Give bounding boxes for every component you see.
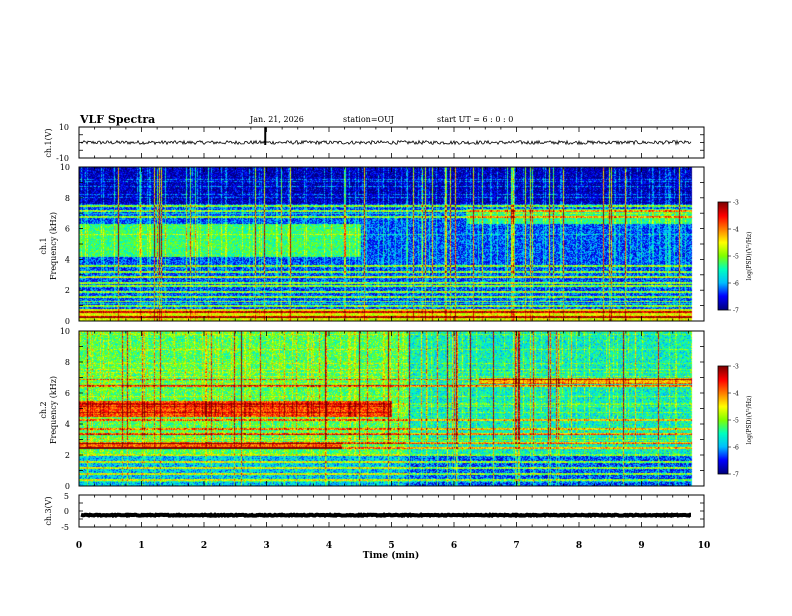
ch3-ylabel: ch.3(V) — [44, 496, 53, 525]
ch1-colorbar-tick-labels: -3 -4 -5 -6 -7 — [728, 200, 739, 315]
ch1-ytick-bottom: -10 — [56, 154, 69, 163]
ch1-spectrogram-image-holder — [79, 167, 704, 321]
ch2-spectrogram-panel: 0 2 4 6 8 10 ch.2 Frequency (kHz) — [39, 327, 705, 491]
colorbar-tick-label: -4 — [733, 391, 739, 398]
ch1-spectrogram-ylabel-channel: ch.1 — [39, 237, 48, 254]
ch3-waveform-line — [80, 512, 692, 519]
start-time-label: start UT = 6 : 0 : 0 — [437, 115, 513, 124]
frequency-tick-label: 2 — [65, 286, 70, 295]
time-tick-label: 5 — [388, 541, 394, 551]
colorbar-tick-label: -4 — [733, 227, 739, 234]
ch1-waveform-line — [80, 139, 692, 146]
frequency-tick-label: 0 — [65, 317, 70, 326]
ch1-waveform-panel: 10 -10 ch.1(V) — [44, 123, 705, 163]
ch1-spectrogram-panel: 0 2 4 6 8 10 ch.1 Frequency (kHz) — [39, 163, 705, 326]
ch2-spectrogram-heatmap — [79, 331, 704, 486]
frequency-tick-label: 0 — [65, 482, 70, 491]
x-axis-label: Time (min) — [363, 550, 420, 561]
station-label: station=OUJ — [343, 115, 394, 124]
ch2-colorbar-holder — [718, 366, 728, 474]
time-tick-label: 9 — [638, 541, 644, 551]
ch2-spectrogram-ticks — [78, 330, 705, 487]
ch1-colorbar-gradient — [718, 202, 728, 310]
x-axis-tick-labels: 0 1 2 3 4 5 6 7 8 9 10 — [76, 541, 710, 551]
ch2-colorbar-tick-labels: -3 -4 -5 -6 -7 — [728, 364, 739, 479]
ch3-ytick-middle: 0 — [64, 507, 69, 516]
ch1-colorbar-holder — [718, 202, 728, 310]
ch2-colorbar-gradient — [718, 366, 728, 474]
frequency-tick-label: 10 — [60, 163, 70, 172]
ch1-spectrogram-ylabel-frequency: Frequency (kHz) — [49, 212, 58, 280]
ch3-waveform-panel: 5 0 -5 ch.3(V) — [44, 492, 705, 532]
date-label: Jan. 21, 2026 — [249, 115, 304, 124]
time-tick-label: 1 — [138, 541, 144, 551]
colorbar-tick-label: -6 — [733, 281, 739, 288]
colorbar-tick-label: -3 — [733, 364, 739, 371]
time-tick-label: 7 — [513, 541, 519, 551]
colorbar-tick-label: -7 — [733, 308, 739, 315]
time-tick-label: 3 — [263, 541, 269, 551]
time-tick-label: 0 — [76, 541, 82, 551]
frequency-tick-label: 10 — [60, 327, 70, 336]
ch1-colorbar-label: log(PSD)(V²/Hz) — [746, 232, 753, 281]
frequency-tick-label: 4 — [65, 255, 70, 264]
ch1-spectrogram-ticks — [78, 166, 705, 322]
colorbar-tick-label: -6 — [733, 445, 739, 452]
time-tick-label: 6 — [451, 541, 457, 551]
figure-title: VLF Spectra — [79, 113, 155, 126]
time-tick-label: 8 — [576, 541, 582, 551]
ch2-spectrogram-image-holder — [79, 331, 704, 486]
ch3-ytick-top: 5 — [64, 492, 69, 501]
ch3-ytick-bottom: -5 — [61, 523, 69, 532]
ch1-colorbar: -3 -4 -5 -6 -7 log(PSD)(V²/Hz) — [717, 200, 753, 315]
time-tick-label: 4 — [326, 541, 332, 551]
ch2-colorbar: -3 -4 -5 -6 -7 log(PSD)(V²/Hz) — [717, 364, 753, 479]
colorbar-tick-label: -5 — [733, 418, 739, 425]
colorbar-tick-label: -5 — [733, 254, 739, 261]
ch3-waveform-ticks — [78, 495, 705, 527]
colorbar-tick-label: -3 — [733, 200, 739, 207]
ch2-spectrogram-ylabel-frequency: Frequency (kHz) — [49, 376, 58, 444]
colorbar-tick-label: -7 — [733, 472, 739, 479]
frequency-tick-label: 6 — [65, 389, 70, 398]
time-tick-label: 2 — [201, 541, 207, 551]
frequency-tick-label: 2 — [65, 451, 70, 460]
ch2-spectrogram-ytick-labels: 0 2 4 6 8 10 — [60, 327, 70, 491]
ch2-colorbar-label: log(PSD)(V²/Hz) — [746, 396, 753, 445]
ch2-spectrogram-ylabel-channel: ch.2 — [39, 401, 48, 418]
frequency-tick-label: 8 — [65, 194, 70, 203]
ch1-waveform-ticks — [78, 127, 705, 158]
frequency-tick-label: 4 — [65, 420, 70, 429]
ch1-ylabel: ch.1(V) — [44, 128, 53, 157]
ch1-spectrogram-heatmap — [79, 167, 704, 321]
frequency-tick-label: 8 — [65, 358, 70, 367]
ch1-ytick-top: 10 — [59, 123, 69, 132]
time-tick-label: 10 — [698, 541, 711, 551]
ch1-spectrogram-ytick-labels: 0 2 4 6 8 10 — [60, 163, 70, 326]
frequency-tick-label: 6 — [65, 225, 70, 234]
